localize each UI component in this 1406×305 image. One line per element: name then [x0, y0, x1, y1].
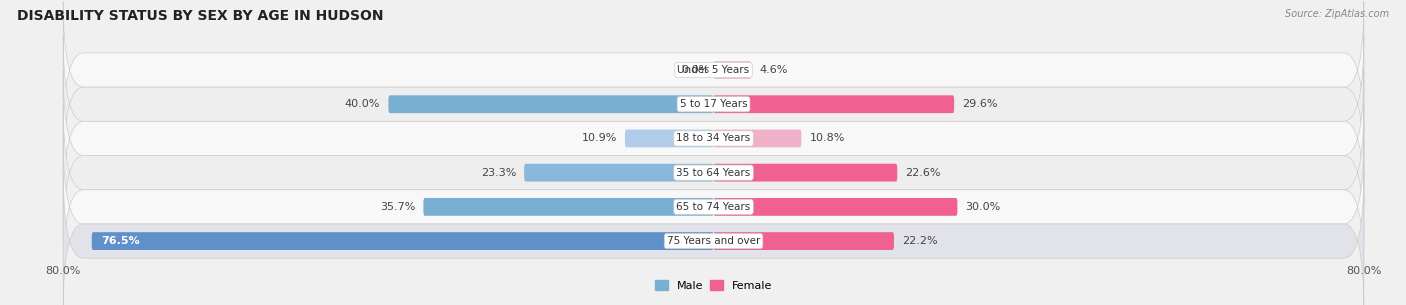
Text: 30.0%: 30.0%	[966, 202, 1001, 212]
Text: 76.5%: 76.5%	[101, 236, 141, 246]
FancyBboxPatch shape	[63, 70, 1364, 207]
FancyBboxPatch shape	[713, 61, 751, 79]
Text: 18 to 34 Years: 18 to 34 Years	[676, 134, 751, 143]
FancyBboxPatch shape	[63, 173, 1364, 305]
Text: 40.0%: 40.0%	[344, 99, 380, 109]
Text: 10.8%: 10.8%	[810, 134, 845, 143]
FancyBboxPatch shape	[91, 232, 713, 250]
Legend: Male, Female: Male, Female	[650, 276, 778, 295]
FancyBboxPatch shape	[713, 164, 897, 181]
Text: 23.3%: 23.3%	[481, 168, 516, 178]
Text: 0.0%: 0.0%	[682, 65, 710, 75]
FancyBboxPatch shape	[423, 198, 713, 216]
Text: 35 to 64 Years: 35 to 64 Years	[676, 168, 751, 178]
FancyBboxPatch shape	[63, 104, 1364, 241]
FancyBboxPatch shape	[624, 130, 713, 147]
FancyBboxPatch shape	[63, 138, 1364, 275]
Text: Source: ZipAtlas.com: Source: ZipAtlas.com	[1285, 9, 1389, 19]
Text: 75 Years and over: 75 Years and over	[666, 236, 761, 246]
FancyBboxPatch shape	[713, 198, 957, 216]
Text: 5 to 17 Years: 5 to 17 Years	[679, 99, 748, 109]
FancyBboxPatch shape	[524, 164, 713, 181]
Text: 22.6%: 22.6%	[905, 168, 941, 178]
FancyBboxPatch shape	[713, 95, 955, 113]
Text: DISABILITY STATUS BY SEX BY AGE IN HUDSON: DISABILITY STATUS BY SEX BY AGE IN HUDSO…	[17, 9, 384, 23]
FancyBboxPatch shape	[63, 36, 1364, 173]
Text: Under 5 Years: Under 5 Years	[678, 65, 749, 75]
Text: 29.6%: 29.6%	[962, 99, 998, 109]
FancyBboxPatch shape	[63, 2, 1364, 138]
FancyBboxPatch shape	[713, 130, 801, 147]
Text: 65 to 74 Years: 65 to 74 Years	[676, 202, 751, 212]
FancyBboxPatch shape	[388, 95, 713, 113]
Text: 4.6%: 4.6%	[759, 65, 787, 75]
FancyBboxPatch shape	[713, 232, 894, 250]
Text: 35.7%: 35.7%	[380, 202, 415, 212]
Text: 22.2%: 22.2%	[903, 236, 938, 246]
Text: 10.9%: 10.9%	[582, 134, 617, 143]
